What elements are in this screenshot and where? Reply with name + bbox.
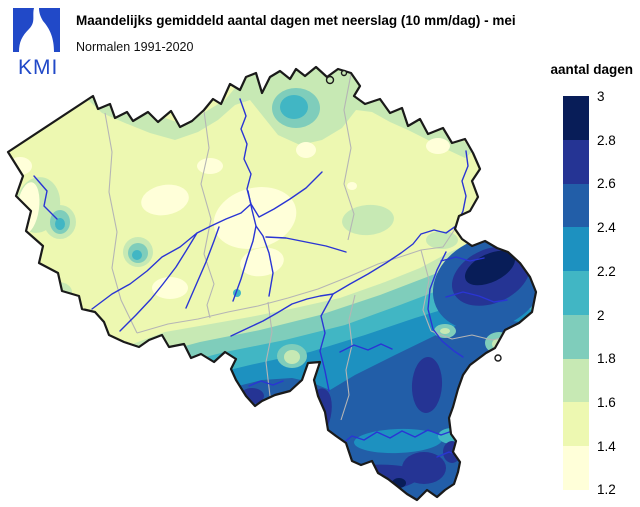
legend-label: 1.2 [597,482,616,497]
contour-band [411,357,443,413]
contour-band-kempen-core [280,95,308,119]
legend-swatch-1.6 [563,402,589,447]
contour-band [521,343,531,351]
contour-band [141,184,189,216]
legend-swatch-1.8 [563,358,589,403]
contour-band [440,328,450,334]
legend-label: 2.8 [597,133,616,148]
contour-band [426,231,458,249]
legend-label: 1.4 [597,439,616,454]
map-title: Maandelijks gemiddeld aantal dagen met n… [76,13,516,28]
kmi-logo: KMI [10,6,70,79]
contour-band [296,142,316,158]
legend-label: 2.6 [597,176,616,191]
legend-label: 1.6 [597,395,616,410]
legend-label: 3 [597,89,605,104]
kmi-logo-text: KMI [18,56,59,79]
legend-swatch-2.6 [563,183,589,228]
baarle-enclave [340,69,348,77]
kmi-logo-icon [13,8,60,52]
legend-swatch-2.0 [563,314,589,359]
legend-label: 2.2 [597,264,616,279]
contour-band [152,277,188,299]
contour-band [197,158,223,174]
legend-swatch-2.8 [563,139,589,184]
contour-band [402,452,446,484]
legend-label: 2.4 [597,220,616,235]
contour-band [55,218,65,230]
legend-title: aantal dagen [550,62,633,77]
legend-label: 2 [597,308,605,323]
contour-band [284,350,300,364]
border-enclave [494,354,502,362]
contour-band [347,182,357,190]
contour-band [342,204,394,236]
legend-label: 1.8 [597,351,616,366]
legend-swatch-2.4 [563,227,589,272]
legend-colorbar [563,96,589,491]
baarle-enclave [325,75,335,85]
legend-swatch-2.2 [563,271,589,315]
belgium-country-border [6,65,538,502]
legend-swatch-3.0 [563,96,589,140]
map-subtitle: Normalen 1991-2020 [76,40,194,54]
contour-band [132,250,142,260]
contour-band [426,138,450,154]
legend-labels: 3 2.8 2.6 2.4 2.2 2 1.8 1.6 1.4 1.2 [597,0,637,507]
contour-band [130,240,508,356]
contour-band [213,187,297,249]
contour-fill-layers [8,67,536,500]
legend-swatch-1.4 [563,446,589,491]
